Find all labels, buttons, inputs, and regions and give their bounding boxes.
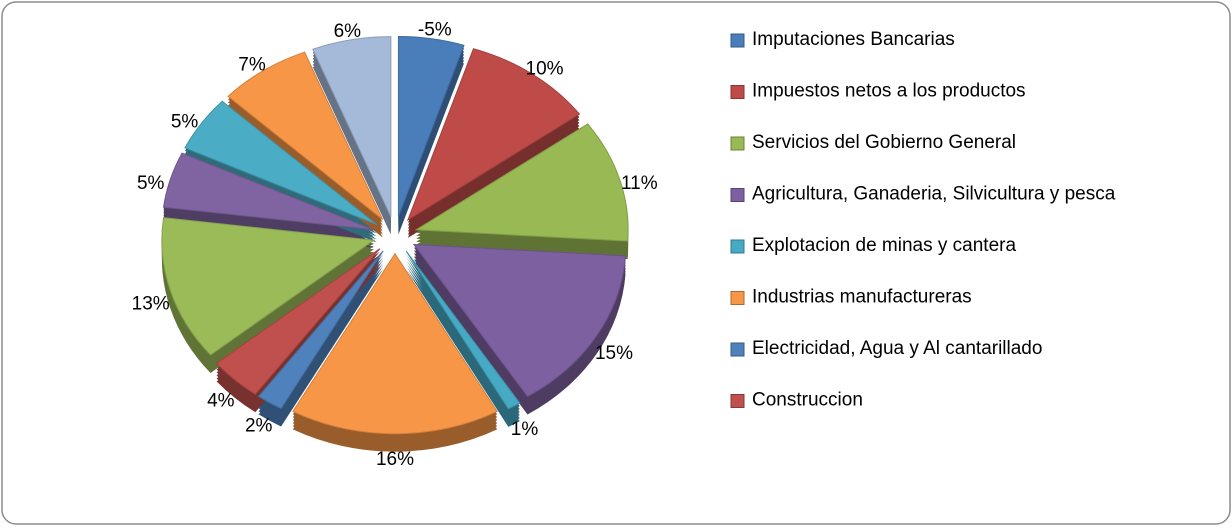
data-label: -5%: [418, 20, 452, 41]
legend-swatch: [730, 85, 745, 99]
data-label: 5%: [171, 112, 199, 133]
data-label: 10%: [526, 58, 564, 79]
slice: [397, 36, 465, 217]
legend-swatch: [730, 33, 745, 48]
legend-swatch: [730, 239, 745, 254]
slice: [312, 36, 392, 217]
slice: [412, 243, 627, 398]
legend-swatch: [730, 342, 745, 357]
legend-label: Impuestos netos a los productos: [752, 81, 1026, 102]
legend-swatch: [730, 136, 745, 151]
slice: [257, 250, 384, 410]
data-label: 15%: [595, 343, 633, 364]
legend-label: Imputaciones Bancarias: [752, 29, 955, 50]
data-labels: -5% 10% 11% 15% 1% 16% 2% 4% 13% 5% 5% 7% 6%: [132, 20, 658, 470]
data-label: 7%: [238, 54, 266, 75]
slice: [414, 123, 629, 242]
legend-label: Electricidad, Agua y Al cantarillado: [752, 338, 1042, 359]
slice: [161, 217, 376, 356]
legend: Imputaciones Bancarias Impuestos netos a …: [730, 29, 1116, 411]
data-label: 2%: [245, 415, 273, 436]
legend-swatch: [730, 394, 745, 408]
legend-label: Servicios del Gobierno General: [752, 132, 1016, 153]
slice: [405, 250, 521, 410]
slice: [162, 152, 375, 231]
slice: [215, 248, 381, 395]
pie-tops: [161, 36, 629, 435]
slice: [184, 100, 378, 225]
data-label: 13%: [132, 293, 170, 314]
legend-swatch: [730, 291, 745, 305]
data-label: 4%: [207, 390, 235, 411]
slice: [406, 48, 581, 222]
data-label: 16%: [376, 449, 414, 470]
legend-label: Construccion: [752, 390, 863, 411]
legend-label: Industrias manufactureras: [752, 287, 972, 308]
legend-label: Agricultura, Ganaderia, Silvicultura y p…: [752, 184, 1116, 205]
legend-swatch: [730, 188, 745, 202]
data-label: 6%: [334, 21, 362, 42]
data-label: 1%: [511, 419, 539, 440]
legend-label: Explotacion de minas y cantera: [752, 235, 1016, 256]
slice: [292, 252, 498, 435]
data-label: 11%: [621, 173, 658, 194]
data-label: 5%: [137, 173, 165, 194]
slice: [227, 51, 384, 220]
